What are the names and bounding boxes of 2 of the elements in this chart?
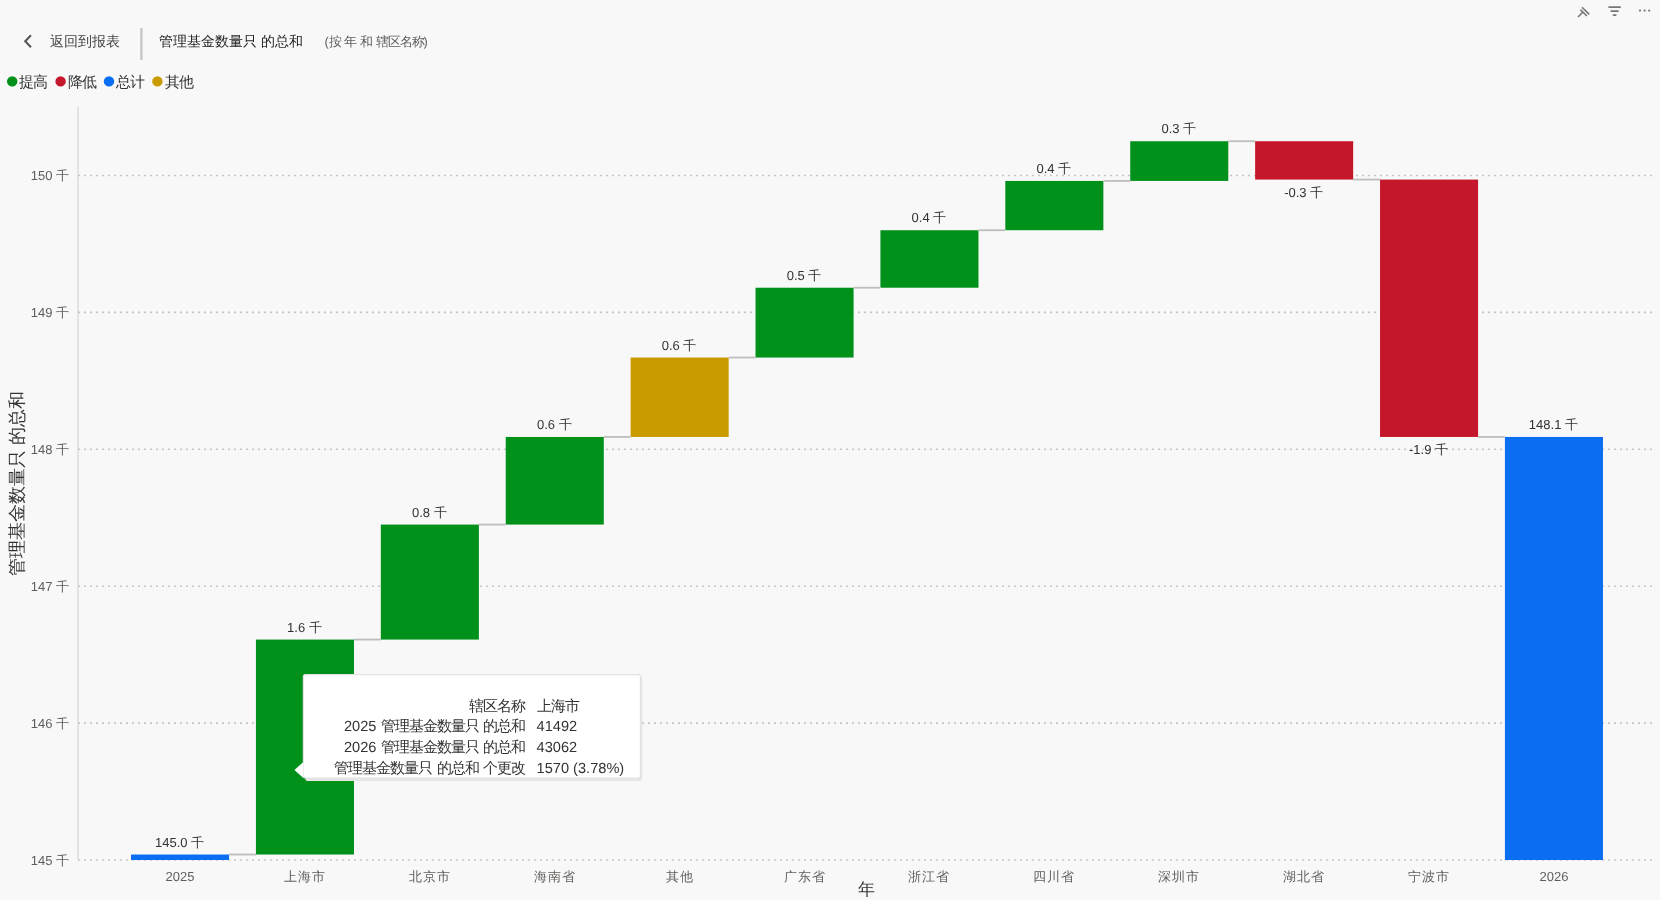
x-axis-title: 年: [858, 879, 876, 900]
y-axis-title: 管理基金数量只 的总和: [7, 391, 27, 576]
